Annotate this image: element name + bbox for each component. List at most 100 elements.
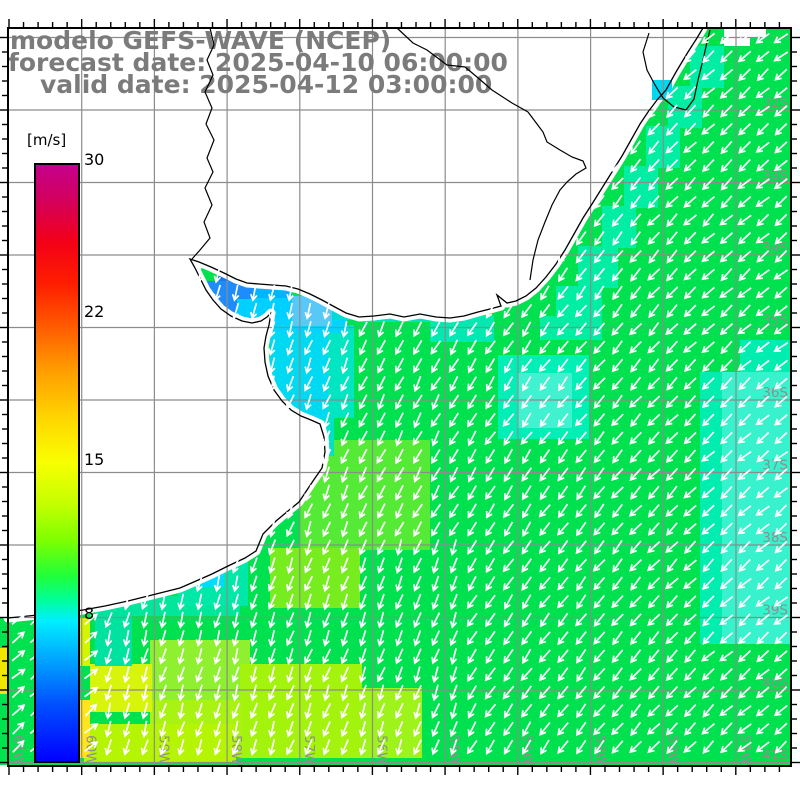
wave-direction-arrow <box>394 339 405 356</box>
wave-direction-arrow <box>467 521 478 537</box>
wave-direction-arrow <box>575 358 587 373</box>
wave-direction-arrow <box>593 667 606 681</box>
wave-direction-arrow <box>756 449 770 463</box>
wave-direction-arrow <box>122 611 131 629</box>
wave-direction-arrow <box>395 738 403 756</box>
wave-direction-arrow <box>630 703 642 719</box>
wave-direction-arrow <box>195 611 204 629</box>
wave-direction-arrow <box>213 284 222 302</box>
wave-direction-arrow <box>503 648 514 664</box>
wave-direction-arrow <box>774 522 788 536</box>
wave-direction-arrow <box>177 702 185 720</box>
wave-direction-arrow <box>630 176 642 191</box>
wave-direction-arrow <box>231 739 240 756</box>
wave-direction-arrow <box>430 503 442 519</box>
wave-direction-arrow <box>540 321 550 337</box>
wave-direction-arrow <box>286 612 295 629</box>
wave-direction-arrow <box>666 213 678 228</box>
wave-direction-arrow <box>304 520 312 538</box>
wave-direction-arrow <box>376 648 386 665</box>
wave-direction-arrow <box>195 684 203 702</box>
wave-direction-arrow <box>664 414 679 426</box>
wave-direction-arrow <box>773 159 788 172</box>
wave-direction-arrow <box>720 522 733 536</box>
wave-direction-arrow <box>104 720 113 738</box>
wave-direction-arrow <box>756 395 770 408</box>
wave-direction-arrow <box>268 629 276 647</box>
colorbar-unit-label: [m/s] <box>27 131 67 149</box>
wave-direction-arrow <box>539 485 551 501</box>
wave-direction-arrow <box>340 339 349 356</box>
wave-direction-arrow <box>449 593 458 611</box>
wave-direction-arrow <box>630 267 642 282</box>
wave-direction-arrow <box>648 630 660 646</box>
wave-direction-arrow <box>684 540 697 554</box>
wave-direction-arrow <box>484 685 496 700</box>
wave-direction-arrow <box>556 594 569 609</box>
wave-direction-arrow <box>755 486 770 499</box>
wave-direction-arrow <box>629 740 642 754</box>
wave-direction-arrow <box>322 375 331 393</box>
wave-direction-arrow <box>430 467 441 483</box>
wave-direction-arrow <box>322 339 332 356</box>
wave-direction-arrow <box>683 286 697 300</box>
wave-direction-arrow <box>665 467 679 482</box>
wave-direction-arrow <box>358 430 368 447</box>
wave-direction-arrow <box>431 612 441 628</box>
wave-direction-arrow <box>539 703 551 719</box>
colorbar-gradient <box>36 165 78 761</box>
wave-direction-arrow <box>683 268 697 281</box>
latitude-label: 34S <box>762 240 788 256</box>
wave-direction-arrow <box>610 486 624 499</box>
wave-direction-arrow <box>720 340 733 355</box>
wave-direction-arrow <box>448 430 460 446</box>
wave-direction-arrow <box>648 140 660 155</box>
wave-direction-arrow <box>738 486 751 500</box>
wave-direction-arrow <box>485 503 496 519</box>
wave-direction-arrow <box>665 541 679 554</box>
wave-direction-arrow <box>395 612 404 629</box>
wave-direction-arrow <box>719 704 734 717</box>
wave-direction-arrow <box>304 503 314 519</box>
wave-direction-arrow <box>612 503 623 519</box>
wave-direction-arrow <box>647 504 660 518</box>
wave-direction-arrow <box>358 539 368 556</box>
wave-direction-arrow <box>449 721 458 738</box>
wave-direction-arrow <box>682 214 698 226</box>
wave-direction-arrow <box>322 357 331 374</box>
wave-direction-arrow <box>304 539 312 556</box>
wave-direction-arrow <box>358 575 368 592</box>
wave-direction-arrow <box>719 631 734 644</box>
wave-direction-arrow <box>502 340 514 355</box>
wave-direction-arrow <box>213 720 222 738</box>
wave-direction-arrow <box>557 285 569 300</box>
wave-direction-arrow <box>286 375 295 393</box>
wave-direction-arrow <box>630 358 642 373</box>
wave-direction-arrow <box>611 722 624 736</box>
wave-direction-arrow <box>756 159 770 172</box>
wave-direction-arrow <box>683 686 697 699</box>
wave-direction-arrow <box>84 631 98 644</box>
wave-direction-arrow <box>594 285 605 301</box>
wave-direction-arrow <box>593 194 605 210</box>
wave-direction-arrow <box>521 467 532 482</box>
wave-direction-arrow <box>448 485 460 500</box>
wave-direction-arrow <box>774 122 788 136</box>
wave-direction-arrow <box>737 649 752 663</box>
wave-direction-arrow <box>177 666 186 683</box>
wave-direction-arrow <box>737 250 752 263</box>
wave-direction-arrow <box>630 631 642 646</box>
wave-direction-arrow <box>702 104 715 118</box>
arrow-field <box>11 32 789 756</box>
wave-direction-arrow <box>682 341 697 353</box>
wave-direction-arrow <box>394 376 405 392</box>
wave-direction-arrow <box>467 503 477 519</box>
wave-direction-arrow <box>666 376 678 391</box>
wave-direction-arrow <box>755 359 770 371</box>
wave-direction-arrow <box>249 284 258 302</box>
wave-direction-arrow <box>647 195 660 209</box>
wave-direction-arrow <box>467 648 477 665</box>
wave-direction-arrow <box>755 105 770 117</box>
wave-direction-arrow <box>738 595 751 609</box>
wave-direction-arrow <box>683 195 697 208</box>
